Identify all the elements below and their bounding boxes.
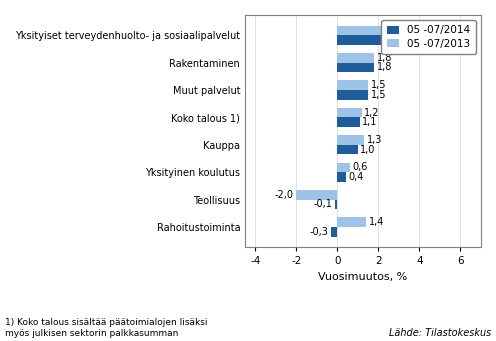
- Text: 4,2: 4,2: [426, 35, 441, 45]
- Bar: [335, 199, 337, 209]
- Bar: [337, 163, 350, 172]
- Text: 1,8: 1,8: [377, 53, 392, 63]
- Bar: [296, 190, 337, 199]
- Text: -0,1: -0,1: [314, 199, 333, 209]
- Bar: [337, 62, 374, 72]
- Bar: [337, 172, 346, 182]
- Bar: [337, 117, 360, 127]
- Bar: [337, 135, 364, 145]
- Bar: [337, 108, 362, 117]
- Text: 1,4: 1,4: [369, 217, 384, 227]
- Text: 1,3: 1,3: [367, 135, 382, 145]
- Text: 1,8: 1,8: [377, 62, 392, 72]
- Bar: [337, 145, 358, 154]
- Text: 1) Koko talous sisältää päätoimialojen lisäksi
myös julkisen sektorin palkkasumm: 1) Koko talous sisältää päätoimialojen l…: [5, 318, 207, 338]
- Text: 5,4: 5,4: [451, 25, 466, 35]
- Text: 1,2: 1,2: [365, 107, 380, 118]
- Text: -0,3: -0,3: [310, 227, 329, 237]
- Text: 0,6: 0,6: [352, 162, 368, 172]
- Text: 0,4: 0,4: [348, 172, 364, 182]
- Bar: [337, 53, 374, 62]
- Bar: [337, 35, 424, 45]
- Bar: [337, 26, 448, 35]
- Bar: [331, 227, 337, 237]
- Text: 1,0: 1,0: [360, 145, 375, 154]
- Text: 1,5: 1,5: [371, 90, 386, 100]
- Text: Lähde: Tilastokeskus: Lähde: Tilastokeskus: [389, 328, 491, 338]
- Legend: 05 -07/2014, 05 -07/2013: 05 -07/2014, 05 -07/2013: [381, 20, 476, 54]
- Text: 1,5: 1,5: [371, 80, 386, 90]
- Text: 1,1: 1,1: [363, 117, 378, 127]
- X-axis label: Vuosimuutos, %: Vuosimuutos, %: [318, 272, 408, 282]
- Text: -2,0: -2,0: [275, 190, 294, 200]
- Bar: [337, 217, 366, 227]
- Bar: [337, 80, 368, 90]
- Bar: [337, 90, 368, 100]
